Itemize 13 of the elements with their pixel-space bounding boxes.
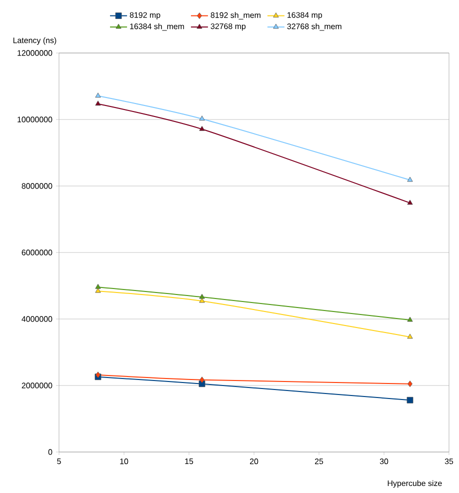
point: [95, 284, 101, 289]
point: [407, 200, 413, 205]
point: [407, 316, 413, 322]
point: [407, 334, 413, 339]
point: [95, 100, 101, 106]
point: [407, 176, 413, 182]
point: [199, 126, 205, 131]
point: [199, 116, 205, 121]
point: [408, 380, 412, 388]
point: [406, 396, 414, 404]
point: [95, 92, 101, 98]
point: [200, 376, 204, 384]
point: [199, 294, 205, 299]
